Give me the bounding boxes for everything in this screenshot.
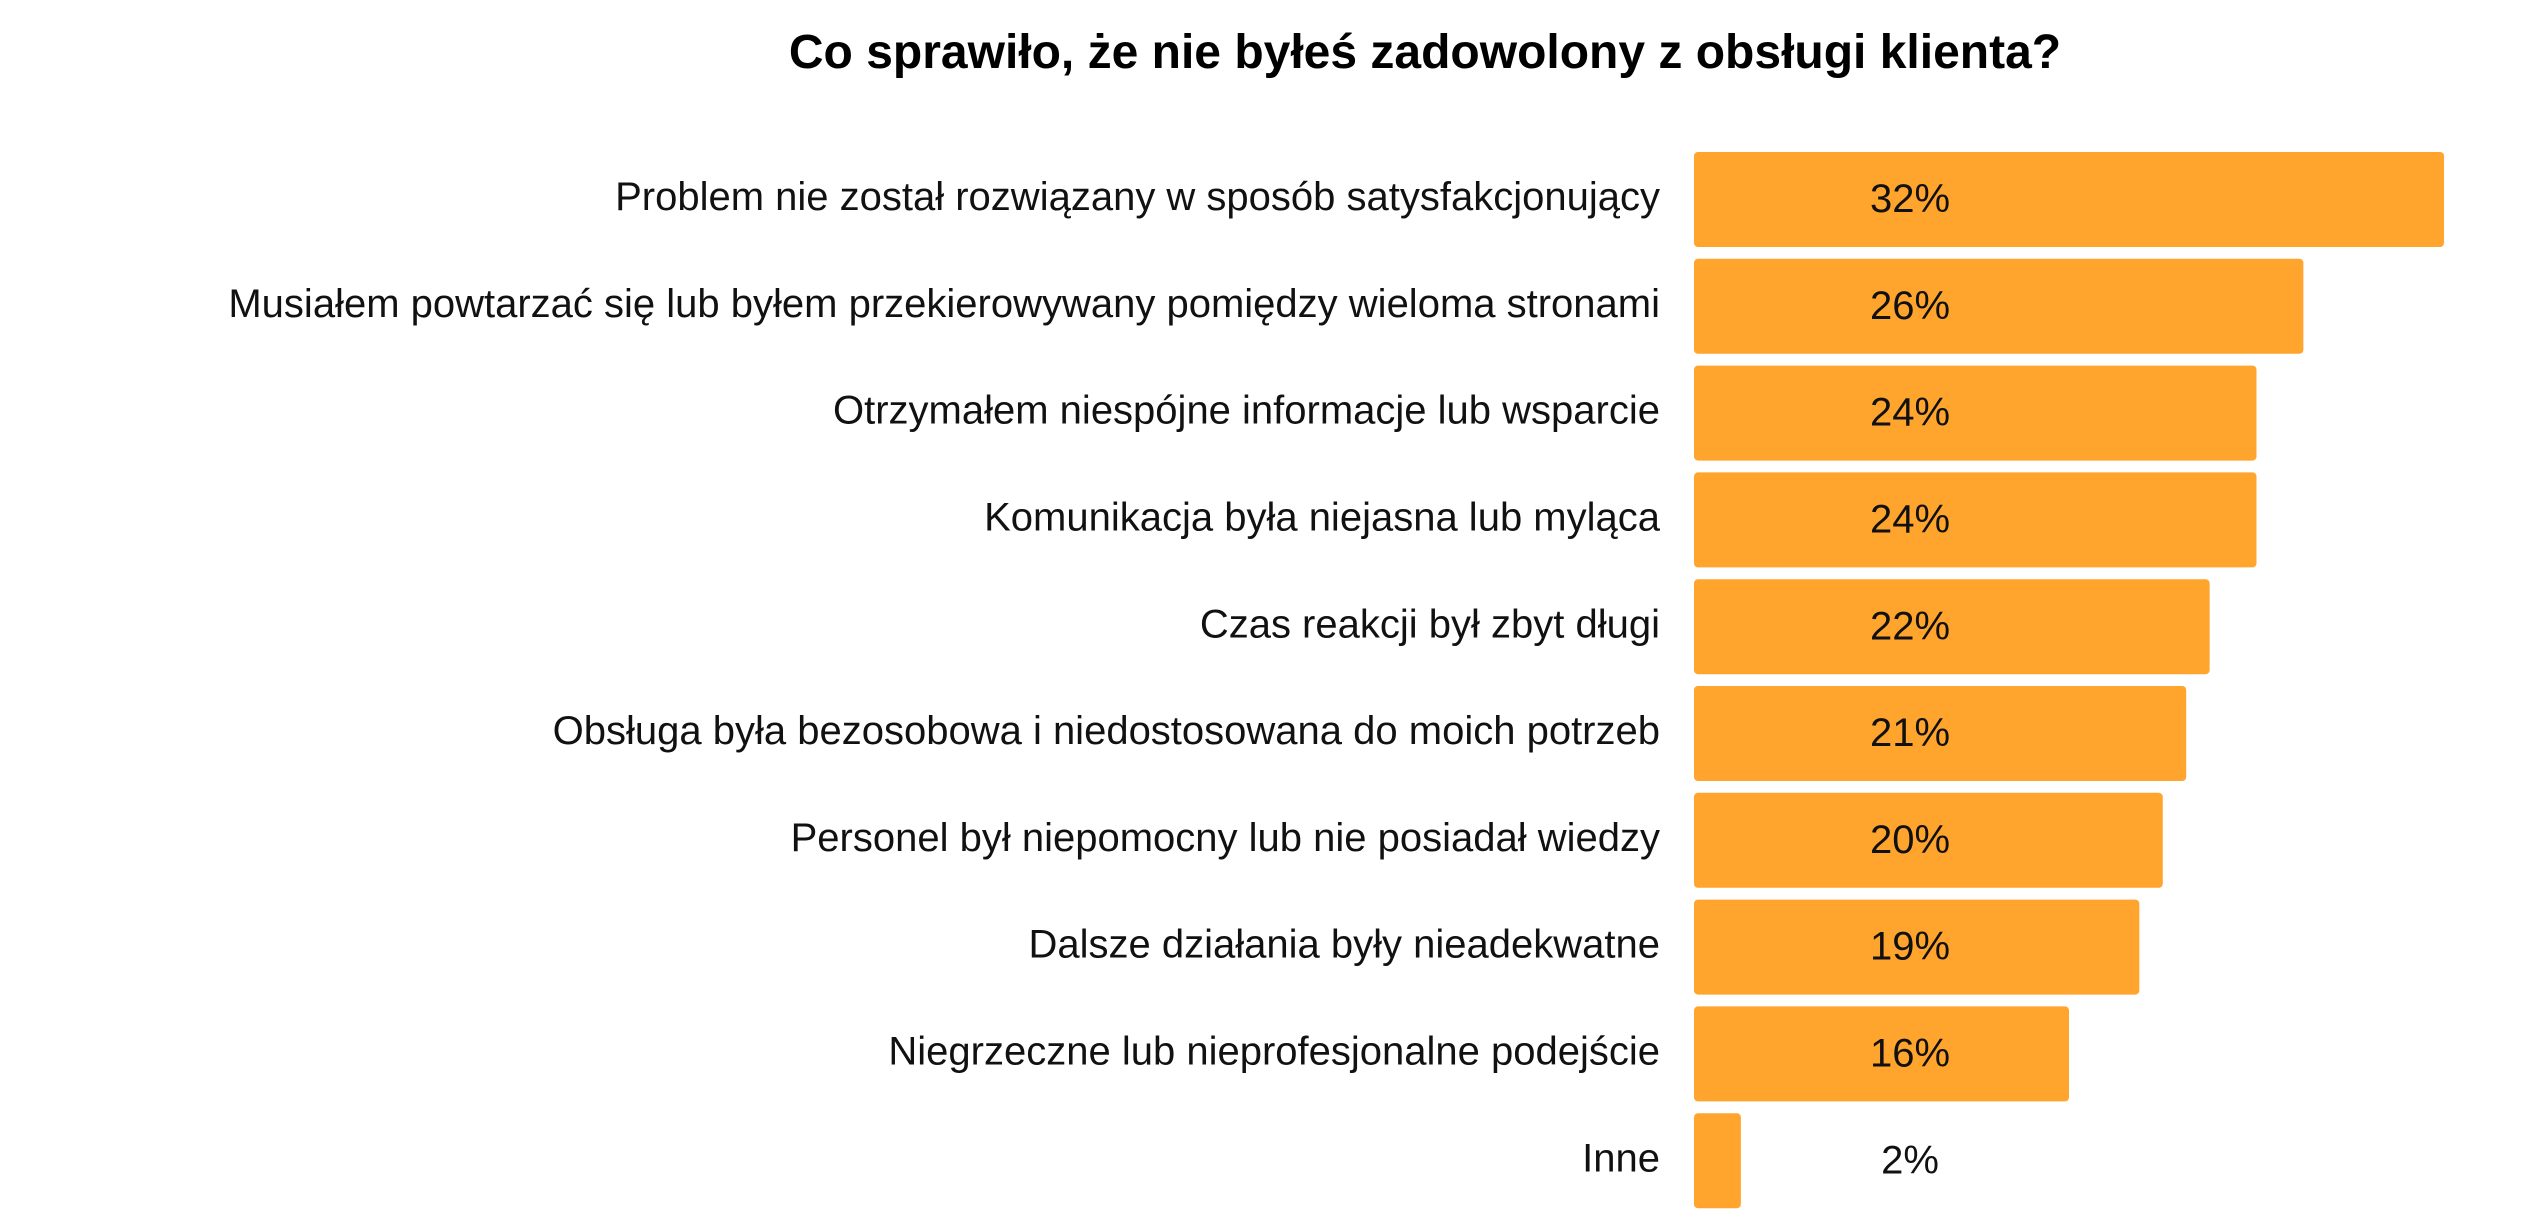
chart-title: Co sprawiło, że nie byłeś zadowolony z o… bbox=[789, 26, 2061, 79]
value-label: 2% bbox=[1881, 1138, 1939, 1182]
value-label: 32% bbox=[1870, 177, 1950, 221]
value-labels-group: 32% 26% 24% 24% 22% 21% 20% 19% 16% 2% bbox=[1870, 177, 1950, 1182]
value-label: 22% bbox=[1870, 604, 1950, 648]
value-label: 16% bbox=[1870, 1031, 1950, 1075]
bar bbox=[1694, 365, 2257, 461]
category-label: Komunikacja była niejasna lub myląca bbox=[984, 495, 1661, 539]
value-label: 24% bbox=[1870, 497, 1950, 541]
bar bbox=[1694, 1006, 2069, 1102]
category-labels-group: Problem nie został rozwiązany w sposób s… bbox=[228, 175, 1660, 1180]
category-label: Problem nie został rozwiązany w sposób s… bbox=[615, 175, 1660, 219]
category-label: Personel był niepomocny lub nie posiadał… bbox=[791, 816, 1660, 860]
category-label: Obsługa była bezosobowa i niedostosowana… bbox=[553, 709, 1660, 753]
category-label: Inne bbox=[1582, 1136, 1660, 1180]
bar bbox=[1694, 1113, 1741, 1209]
category-label: Otrzymałem niespójne informacje lub wspa… bbox=[833, 389, 1660, 433]
value-label: 21% bbox=[1870, 711, 1950, 755]
bar bbox=[1694, 899, 2140, 995]
category-label: Czas reakcji był zbyt długi bbox=[1200, 602, 1660, 646]
bars-group bbox=[1694, 152, 2444, 1209]
bar bbox=[1694, 258, 2304, 354]
category-label: Niegrzeczne lub nieprofesjonalne podejśc… bbox=[888, 1029, 1660, 1073]
bar bbox=[1694, 579, 2210, 675]
bar bbox=[1694, 472, 2257, 568]
value-label: 20% bbox=[1870, 818, 1950, 862]
value-label: 19% bbox=[1870, 925, 1950, 969]
bar bbox=[1694, 686, 2187, 781]
value-label: 24% bbox=[1870, 391, 1950, 435]
value-label: 26% bbox=[1870, 284, 1950, 328]
category-label: Musiałem powtarzać się lub byłem przekie… bbox=[228, 282, 1660, 326]
bar bbox=[1694, 152, 2444, 247]
bar bbox=[1694, 792, 2163, 888]
category-label: Dalsze działania były nieadekwatne bbox=[1029, 923, 1660, 967]
